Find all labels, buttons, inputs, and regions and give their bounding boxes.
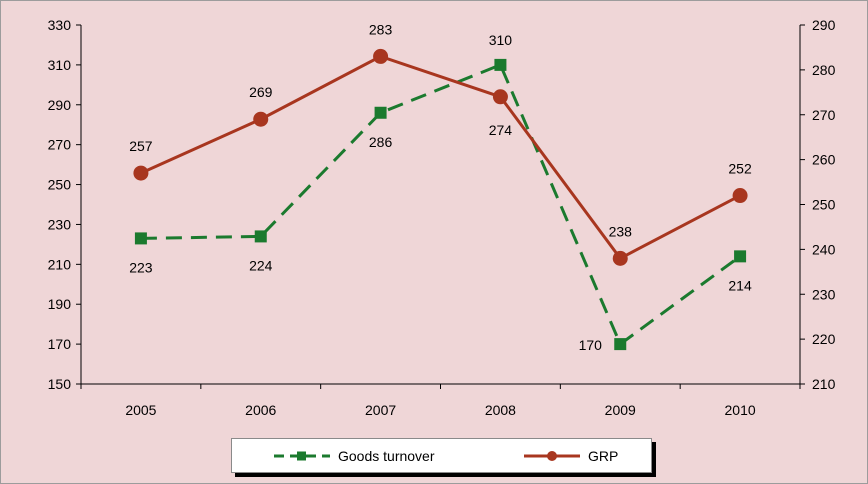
y-left-tick-label: 310 <box>48 57 72 73</box>
series-line-goods-turnover <box>140 62 741 347</box>
y-left-tick-label: 290 <box>48 97 72 113</box>
data-label-goods-turnover: 170 <box>579 337 603 353</box>
data-point-goods-turnover <box>494 58 507 71</box>
y-left-tick-label: 230 <box>48 216 72 232</box>
x-tick-label: 2006 <box>245 402 276 418</box>
y-left-tick-label: 170 <box>48 336 72 352</box>
series-line-grp <box>140 54 741 261</box>
data-label-grp: 283 <box>369 21 393 37</box>
data-label-goods-turnover: 223 <box>129 259 153 275</box>
legend-swatch-goods-turnover <box>274 451 330 460</box>
data-label-grp: 274 <box>489 122 513 138</box>
y-left-tick-label: 270 <box>48 137 72 153</box>
y-right-tick-label: 210 <box>812 376 836 392</box>
data-point-goods-turnover <box>254 230 267 243</box>
legend-label-grp: GRP <box>588 447 619 464</box>
y-right-tick-label: 270 <box>812 107 836 123</box>
data-label-goods-turnover: 310 <box>489 32 513 48</box>
legend-item-goods-turnover: Goods turnover <box>272 439 435 472</box>
x-tick-label: 2010 <box>725 402 756 418</box>
data-label-grp: 238 <box>609 223 633 239</box>
x-tick-label: 2008 <box>485 402 516 418</box>
y-left-tick-label: 330 <box>48 17 72 33</box>
y-right-tick-label: 250 <box>812 197 836 213</box>
data-label-grp: 257 <box>129 138 153 154</box>
legend-swatch-grp <box>524 450 580 461</box>
data-point-grp <box>373 48 389 64</box>
y-right-tick-label: 290 <box>812 17 836 33</box>
y-right-tick-label: 240 <box>812 241 836 257</box>
data-point-grp <box>612 250 628 266</box>
y-left-tick-label: 190 <box>48 296 72 312</box>
data-point-grp <box>133 165 149 181</box>
data-label-goods-turnover: 224 <box>249 257 273 273</box>
data-label-grp: 269 <box>249 84 273 100</box>
y-right-tick-label: 260 <box>812 152 836 168</box>
y-left-tick-label: 210 <box>48 256 72 272</box>
data-point-grp <box>732 188 748 204</box>
y-left-tick-label: 250 <box>48 177 72 193</box>
y-right-tick-label: 220 <box>812 331 836 347</box>
data-label-goods-turnover: 214 <box>728 277 752 293</box>
y-left-tick-label: 150 <box>48 376 72 392</box>
data-label-goods-turnover: 286 <box>369 134 393 150</box>
data-point-goods-turnover <box>614 338 627 351</box>
data-label-grp: 252 <box>728 161 752 177</box>
x-tick-label: 2005 <box>125 402 156 418</box>
y-right-tick-label: 280 <box>812 62 836 78</box>
data-point-grp <box>253 111 269 127</box>
x-tick-label: 2007 <box>365 402 396 418</box>
legend-label-goods-turnover: Goods turnover <box>338 447 435 464</box>
data-point-grp <box>492 89 508 105</box>
data-point-goods-turnover <box>134 232 147 245</box>
x-tick-label: 2009 <box>605 402 636 418</box>
data-point-goods-turnover <box>734 250 747 263</box>
y-right-tick-label: 230 <box>812 286 836 302</box>
legend-item-grp: GRP <box>522 439 618 472</box>
data-point-goods-turnover <box>374 106 387 119</box>
legend: Goods turnover GRP <box>231 438 652 473</box>
